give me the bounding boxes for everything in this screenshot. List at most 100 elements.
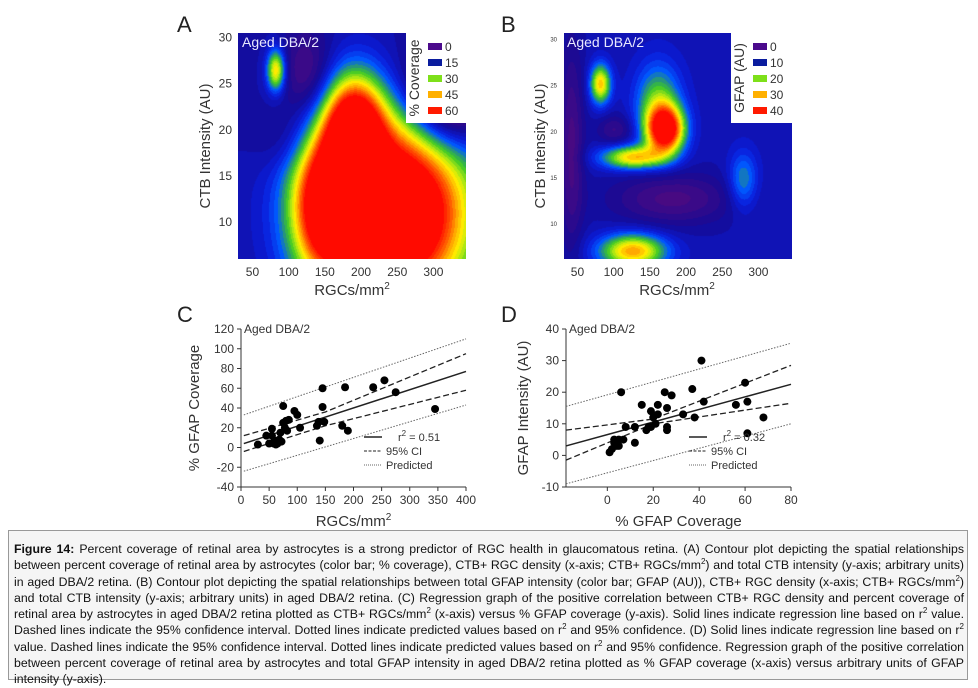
data-point (741, 378, 750, 387)
data-point (653, 410, 662, 419)
data-point (663, 404, 672, 412)
x-tick-label: 60 (738, 493, 752, 507)
caption-text: Percent coverage of retinal area by astr… (14, 542, 965, 573)
data-point (315, 436, 324, 445)
y-tick-label: 30 (550, 38, 557, 44)
colorbar-level-label: 60 (445, 104, 459, 118)
x-tick-label: 100 (604, 265, 624, 279)
caption-superscript: 2 (562, 622, 567, 632)
regression-line (565, 383, 792, 447)
caption-text: value. Dashed lines indicate the 95% con… (14, 639, 599, 654)
y-tick-label: 120 (214, 322, 234, 336)
data-point (731, 400, 740, 409)
y-tick-label: 0 (227, 441, 234, 455)
y-tick-label: 15 (219, 169, 233, 183)
data-point (296, 423, 305, 432)
data-point (343, 426, 352, 435)
colorbar-level-label: 30 (770, 88, 784, 102)
x-tick-label: 50 (571, 265, 585, 279)
data-point (697, 356, 706, 365)
y-tick-label: 10 (219, 215, 233, 229)
x-tick-label: 200 (351, 265, 371, 279)
x-tick-label: 100 (279, 265, 299, 279)
legend-label: r2 = 0.51 (398, 429, 440, 444)
chart-d: -10 0 10 20 30 40 0 20 40 60 80 % GFAP Coverage GFAP… (515, 322, 798, 530)
ci-upper-line (243, 353, 467, 437)
x-tick-label: 200 (676, 265, 696, 279)
y-tick-label: 25 (219, 77, 233, 91)
plot-annotation: Aged DBA/2 (244, 322, 310, 336)
x-axis-label: RGCs/mm2 (316, 512, 392, 530)
caption-box (8, 530, 968, 680)
data-point (699, 397, 708, 406)
x-tick-label: 400 (456, 493, 476, 507)
data-point (614, 441, 623, 450)
x-tick-label: 150 (315, 493, 335, 507)
colorbar-title: % Coverage (406, 39, 422, 116)
y-tick-label: 40 (546, 322, 560, 336)
data-point (277, 437, 286, 446)
colorbar-title: GFAP (AU) (731, 43, 747, 113)
data-point (253, 440, 262, 449)
legend-label: Predicted (711, 460, 757, 472)
caption-label: Figure 14: (14, 542, 75, 556)
x-tick-label: 150 (315, 265, 335, 279)
x-tick-label: 50 (262, 493, 276, 507)
y-tick-label: 10 (550, 222, 557, 228)
data-point (690, 413, 699, 422)
y-tick-label: 30 (219, 31, 233, 45)
colorbar-swatch (753, 91, 767, 98)
data-point (314, 417, 323, 426)
y-tick-label: -10 (542, 480, 560, 494)
data-point (630, 438, 639, 447)
colorbar-swatch (428, 43, 442, 50)
data-point (679, 410, 688, 419)
predicted-lower-line (243, 404, 467, 472)
y-tick-label: -40 (217, 480, 235, 494)
data-point (262, 431, 271, 440)
x-tick-label: 250 (712, 265, 732, 279)
data-point (391, 388, 400, 397)
x-tick-label: 0 (238, 493, 245, 507)
y-tick-label: 25 (550, 84, 557, 90)
y-tick-label: 0 (552, 448, 559, 462)
x-axis-label: RGCs/mm2 (314, 281, 390, 299)
legend-label: 95% CI (711, 446, 747, 458)
colorbar-swatch (753, 59, 767, 66)
data-point (651, 419, 660, 428)
figure-caption: Figure 14: Percent coverage of retinal a… (14, 541, 964, 688)
y-tick-label: 20 (546, 385, 560, 399)
x-tick-label: 40 (692, 493, 706, 507)
y-axis-label: CTB Intensity (AU) (532, 83, 549, 208)
data-point (318, 384, 327, 393)
colorbar-swatch (428, 107, 442, 114)
caption-superscript: 2 (922, 606, 928, 616)
data-point (293, 410, 302, 419)
legend-label: 95% CI (386, 446, 422, 458)
x-tick-label: 0 (604, 493, 611, 507)
plot-annotation: Aged DBA/2 (569, 322, 635, 336)
legend-label: Predicted (386, 460, 432, 472)
x-tick-label: 350 (428, 493, 448, 507)
data-point (619, 435, 628, 444)
x-tick-label: 150 (640, 265, 660, 279)
data-point (318, 403, 327, 412)
y-tick-label: 30 (546, 354, 560, 368)
y-tick-label: -20 (217, 460, 235, 474)
data-point (759, 413, 768, 422)
x-tick-label: 300 (400, 493, 420, 507)
y-tick-label: 80 (221, 362, 235, 376)
colorbar-swatch (753, 107, 767, 114)
data-point (341, 383, 350, 392)
colorbar-level-label: 30 (445, 72, 459, 86)
colorbar-level-label: 15 (445, 56, 459, 70)
colorbar-level-label: 0 (445, 40, 452, 54)
data-point (630, 422, 639, 431)
colorbar-swatch (428, 59, 442, 66)
x-tick-label: 20 (647, 493, 661, 507)
predicted-upper-line (243, 338, 467, 416)
x-tick-label: 250 (372, 493, 392, 507)
y-tick-label: 100 (214, 342, 234, 356)
